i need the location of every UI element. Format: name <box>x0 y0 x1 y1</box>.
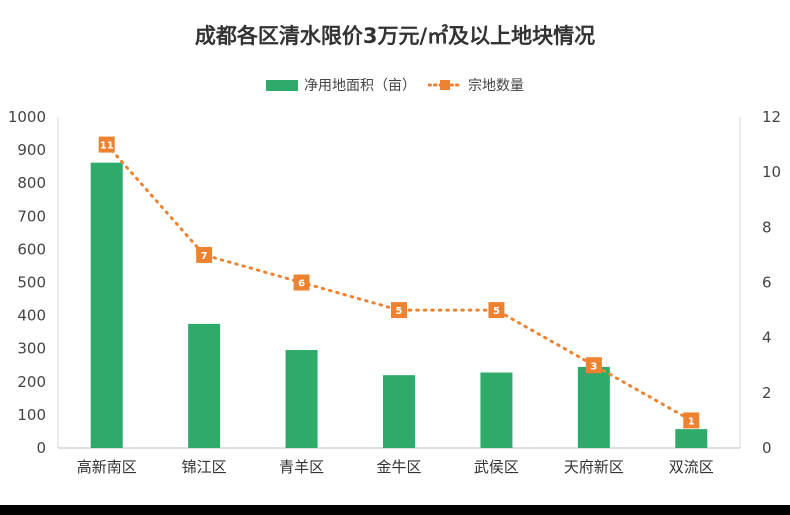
legend-bar-swatch <box>266 79 298 91</box>
line-marker <box>585 357 602 374</box>
line-marker <box>391 302 407 319</box>
bar <box>383 375 415 448</box>
y-left-tick-label: 1000 <box>8 108 46 126</box>
y-right-tick-label: 8 <box>762 218 772 236</box>
y-left-tick-label: 400 <box>17 307 46 325</box>
chart-title: 成都各区清水限价3万元/㎡及以上地块情况 <box>194 24 596 48</box>
x-tick-label: 锦江区 <box>182 458 227 476</box>
y-left-tick-label: 0 <box>36 439 46 457</box>
y-left-tick-label: 500 <box>17 274 46 292</box>
y-right-tick-label: 12 <box>762 108 781 126</box>
y-left-tick-label: 800 <box>17 174 46 192</box>
x-tick-label: 武侯区 <box>474 458 519 476</box>
data-label: 1 <box>688 416 695 427</box>
bar <box>480 372 513 448</box>
y-left-tick-label: 900 <box>17 141 46 159</box>
line-marker <box>293 274 310 291</box>
legend-line-swatch <box>428 80 462 90</box>
legend-item-line: 宗地数量 <box>428 75 524 95</box>
bar <box>188 323 221 448</box>
x-tick-label: 青羊区 <box>279 458 324 476</box>
y-left-tick-label: 600 <box>17 240 46 258</box>
y-right-tick-label: 2 <box>762 384 772 402</box>
line-marker <box>683 412 700 429</box>
data-label: 7 <box>201 251 208 262</box>
x-tick-label: 天府新区 <box>564 458 624 476</box>
data-label: 3 <box>590 361 597 372</box>
line-marker <box>98 136 115 153</box>
y-left-tick-label: 700 <box>17 207 46 225</box>
y-left-tick-label: 300 <box>17 340 46 358</box>
data-label: 5 <box>396 306 403 317</box>
y-right-tick-label: 4 <box>762 329 772 347</box>
x-tick-label: 金牛区 <box>376 458 421 476</box>
line-marker <box>488 302 505 319</box>
bar <box>675 429 708 448</box>
bar <box>285 350 318 448</box>
x-tick-label: 高新南区 <box>77 458 137 476</box>
y-left-tick-label: 200 <box>17 373 46 391</box>
legend-item-bar: 净用地面积（亩） <box>266 75 416 95</box>
data-label: 6 <box>298 279 305 290</box>
y-right-tick-label: 0 <box>762 439 772 457</box>
y-right-tick-label: 10 <box>762 163 781 181</box>
y-right-tick-label: 6 <box>762 274 772 292</box>
bar <box>577 366 610 448</box>
data-label: 11 <box>100 141 114 152</box>
line-marker <box>196 246 213 263</box>
data-label: 5 <box>493 306 500 317</box>
legend-bar-label: 净用地面积（亩） <box>304 78 416 94</box>
bar <box>90 162 123 449</box>
chart-legend: 净用地面积（亩） 宗地数量 <box>0 75 790 95</box>
legend-line-label: 宗地数量 <box>468 78 524 94</box>
x-tick-label: 双流区 <box>669 458 714 476</box>
y-left-tick-label: 100 <box>17 406 46 424</box>
